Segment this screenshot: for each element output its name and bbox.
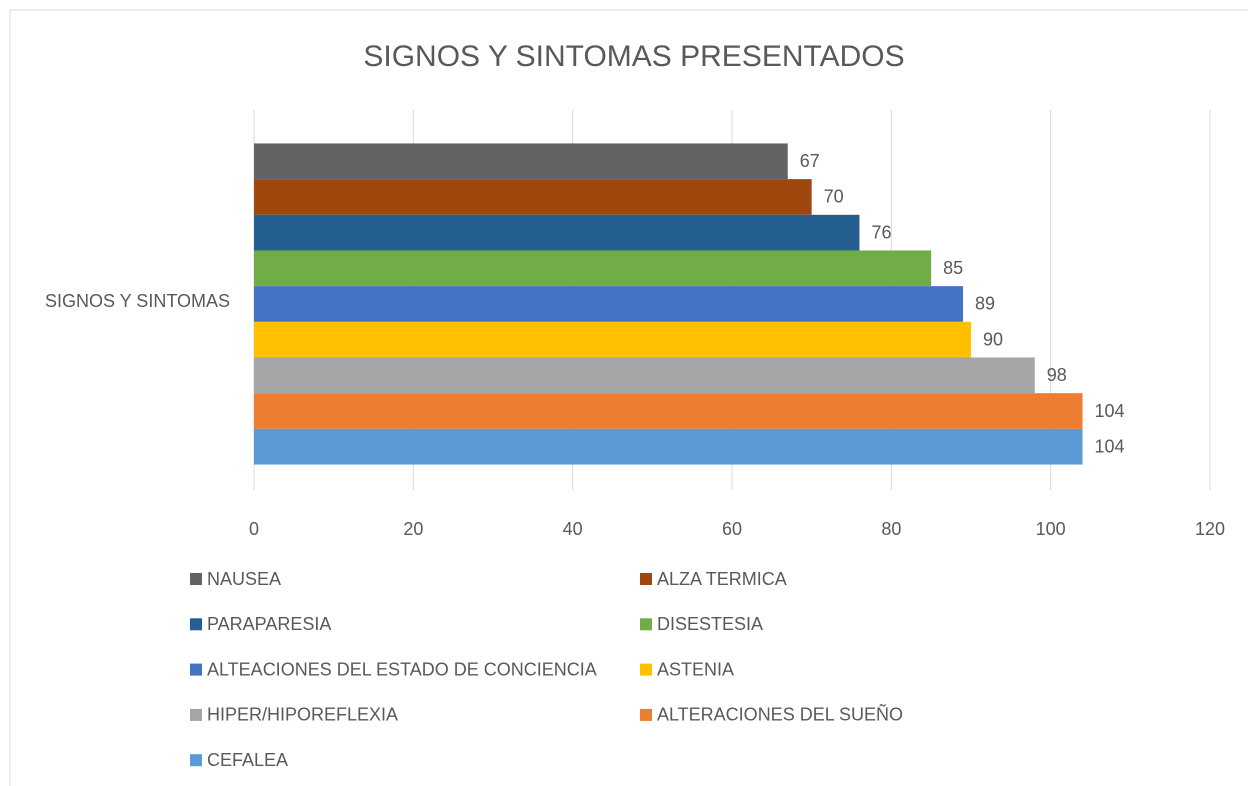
legend-swatch: [190, 663, 202, 676]
chart-title: SIGNOS Y SINTOMAS PRESENTADOS: [363, 40, 904, 73]
legend-label: DISESTESIA: [657, 614, 763, 634]
bar: [254, 428, 1083, 465]
chart-border: [9, 9, 1248, 786]
bar: [254, 143, 788, 180]
x-tick-label: 20: [403, 519, 423, 539]
legend-swatch: [190, 618, 202, 631]
legend-label: ALTERACIONES DEL SUEÑO: [657, 704, 903, 725]
legend-swatch: [640, 708, 652, 721]
data-label: 85: [943, 258, 963, 278]
data-label: 76: [871, 222, 891, 242]
legend-label: CEFALEA: [207, 750, 288, 770]
legend-swatch: [190, 573, 202, 585]
legend-swatch: [190, 708, 202, 721]
bar: [254, 179, 812, 215]
legend-label: NAUSEA: [207, 569, 281, 589]
bar: [254, 286, 964, 322]
bar: [254, 357, 1035, 394]
x-tick-label: 100: [1036, 519, 1066, 539]
bar: [254, 393, 1083, 429]
data-label: 67: [800, 151, 820, 171]
data-label: 70: [824, 187, 844, 207]
category-label: SIGNOS Y SINTOMAS: [45, 291, 230, 311]
bar: [254, 214, 860, 251]
legend-label: HIPER/HIPOREFLEXIA: [207, 705, 398, 725]
data-label: 104: [1095, 401, 1125, 421]
legend-label: ASTENIA: [657, 659, 734, 679]
legend-label: PARAPARESIA: [207, 614, 331, 634]
x-tick-label: 0: [249, 519, 259, 539]
data-label: 98: [1047, 365, 1067, 385]
legend-label: ALZA TERMICA: [657, 569, 787, 589]
data-label: 89: [975, 294, 995, 314]
legend-label: ALTEACIONES DEL ESTADO DE CONCIENCIA: [207, 659, 597, 679]
x-tick-label: 60: [722, 519, 742, 539]
x-tick-label: 80: [881, 519, 901, 539]
legend-swatch: [640, 573, 652, 585]
legend-swatch: [640, 663, 652, 676]
x-tick-label: 120: [1195, 519, 1225, 539]
data-label: 104: [1095, 436, 1125, 456]
bar: [254, 250, 932, 287]
legend-swatch: [190, 754, 202, 767]
bar: [254, 321, 971, 358]
x-tick-label: 40: [563, 519, 583, 539]
legend-swatch: [640, 618, 652, 631]
data-label: 90: [983, 329, 1003, 349]
